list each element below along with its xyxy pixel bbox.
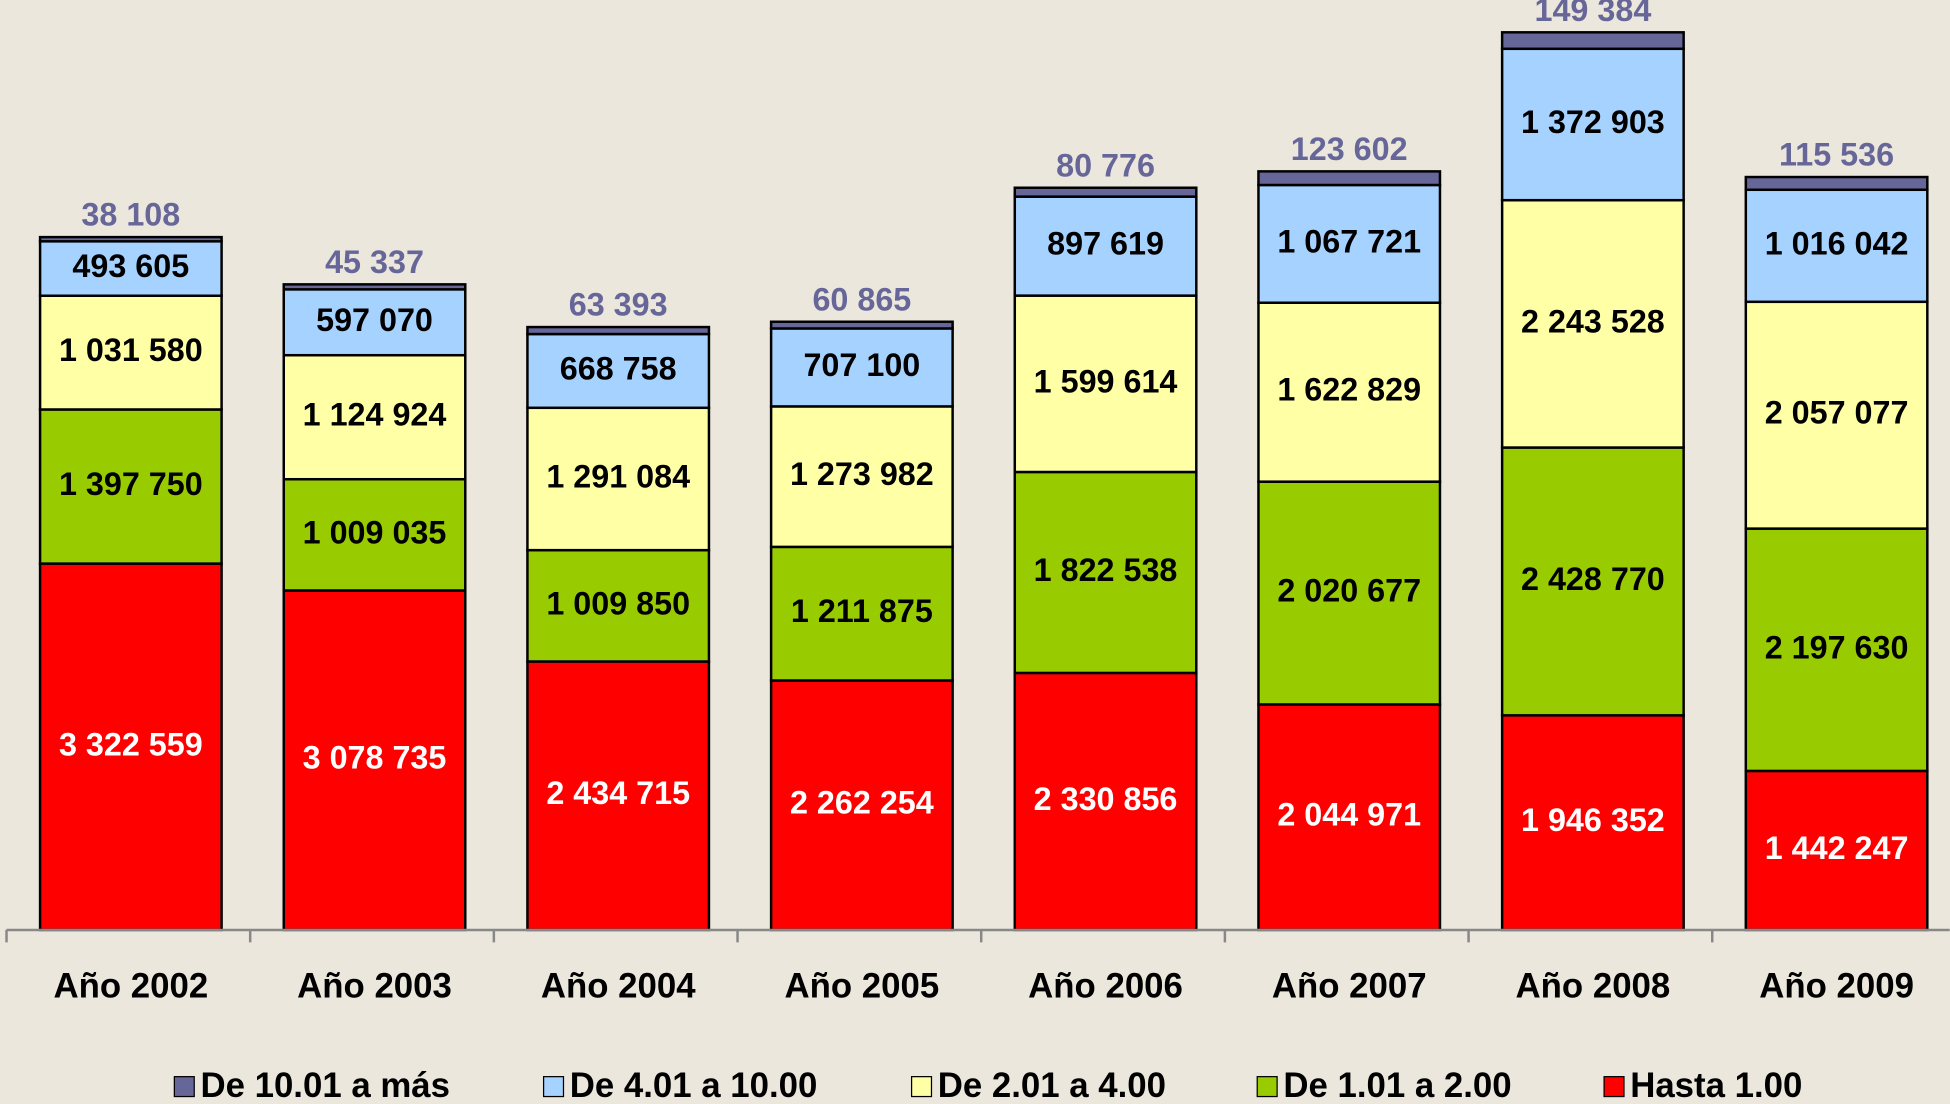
bar-segment	[1500, 446, 1685, 717]
x-tick-label: Año 2002	[53, 967, 208, 1006]
value-label: 2 020 677	[1277, 573, 1421, 609]
value-label: 2 434 715	[546, 775, 690, 811]
bar-segment	[1013, 186, 1198, 198]
value-label: 1 946 352	[1521, 802, 1665, 838]
value-label: 1 372 903	[1521, 104, 1665, 140]
value-label: 149 384	[1534, 0, 1651, 28]
value-label: 1 442 247	[1765, 830, 1909, 866]
bar-segment	[38, 235, 223, 243]
bar-segment	[38, 240, 223, 297]
bar-segment	[1744, 769, 1929, 932]
bar-segment	[526, 325, 711, 336]
bar-segment	[769, 679, 954, 932]
bar-segment	[282, 353, 467, 481]
legend-swatch	[910, 1076, 933, 1098]
legend-swatch	[1256, 1076, 1278, 1098]
bar-segment	[1257, 170, 1442, 187]
bar-segment	[1013, 470, 1198, 675]
bar-segment	[1744, 175, 1929, 192]
bar-segment	[38, 562, 223, 932]
value-label: 1 124 924	[303, 397, 447, 433]
x-tick-label: Año 2005	[785, 967, 940, 1006]
x-tick-label: Año 2009	[1759, 967, 1914, 1006]
value-label: 38 108	[81, 197, 180, 233]
legend-label: De 10.01 a más	[200, 1066, 450, 1104]
value-label: 1 009 035	[303, 514, 447, 550]
value-label: 1 031 580	[59, 332, 203, 368]
value-label: 45 337	[325, 244, 424, 280]
bar-segment	[1744, 300, 1929, 530]
bar-segment	[526, 406, 711, 552]
value-label: 63 393	[569, 287, 668, 323]
bar-segment	[1257, 301, 1442, 483]
x-tick-label: Año 2003	[297, 967, 452, 1006]
value-label: 123 602	[1291, 131, 1408, 167]
legend-label: De 1.01 a 2.00	[1283, 1066, 1511, 1104]
bar-segment	[1013, 195, 1198, 297]
bar-segment	[769, 320, 954, 330]
value-label: 1 291 084	[546, 459, 690, 495]
value-label: 2 044 971	[1277, 797, 1421, 833]
bar-segment	[769, 545, 954, 682]
value-label: 1 009 850	[546, 585, 690, 621]
bar-segment	[526, 332, 711, 410]
bar-segment	[282, 288, 467, 357]
bar-segment	[1013, 671, 1198, 932]
bar-segment	[1257, 480, 1442, 706]
bar-segment	[1500, 31, 1685, 51]
value-label: 3 078 735	[303, 740, 447, 776]
bar-segment	[38, 294, 223, 411]
value-label: 115 536	[1779, 137, 1894, 173]
bar-segment	[769, 405, 954, 549]
bar-segment	[282, 283, 467, 291]
bar-segment	[1013, 294, 1198, 474]
value-label: 668 758	[560, 350, 677, 386]
x-tick-label: Año 2006	[1028, 967, 1183, 1006]
value-label: 1 273 982	[790, 456, 934, 492]
bar-segment	[1744, 188, 1929, 304]
x-tick-label: Año 2008	[1516, 967, 1671, 1006]
value-label: 2 197 630	[1765, 629, 1909, 665]
bar-segment	[526, 660, 711, 932]
legend-swatch	[542, 1076, 565, 1098]
bar-segment	[282, 477, 467, 592]
legend-label: Hasta 1.00	[1630, 1066, 1802, 1104]
value-label: 2 428 770	[1521, 561, 1665, 597]
legend-swatch	[173, 1076, 195, 1098]
value-label: 597 070	[316, 302, 433, 338]
value-label: 1 397 750	[59, 466, 203, 502]
x-tick-label: Año 2007	[1272, 967, 1427, 1006]
value-label: 80 776	[1056, 147, 1155, 183]
legend-label: De 2.01 a 4.00	[938, 1066, 1166, 1104]
value-label: 493 605	[72, 248, 189, 284]
value-label: 1 599 614	[1034, 363, 1178, 399]
value-label: 3 322 559	[59, 726, 203, 762]
value-label: 2 243 528	[1521, 303, 1665, 339]
bar-segment	[1257, 183, 1442, 304]
legend-label: De 4.01 a 10.00	[570, 1066, 818, 1104]
value-label: 2 057 077	[1765, 395, 1909, 431]
bar-segment	[1500, 714, 1685, 932]
value-label: 2 262 254	[790, 785, 934, 821]
value-label: 1 067 721	[1277, 223, 1421, 259]
bar-segment	[769, 327, 954, 408]
value-label: 1 211 875	[791, 593, 933, 629]
legend-swatch	[1603, 1076, 1625, 1098]
value-label: 60 865	[812, 281, 911, 317]
x-tick-label: Año 2004	[541, 967, 696, 1006]
value-label: 1 622 829	[1277, 372, 1421, 408]
value-label: 707 100	[803, 347, 920, 383]
bar-segment	[1500, 47, 1685, 202]
value-label: 897 619	[1047, 226, 1164, 262]
value-label: 1 822 538	[1034, 552, 1178, 588]
value-label: 1 016 042	[1765, 225, 1909, 261]
value-label: 2 330 856	[1034, 781, 1178, 817]
